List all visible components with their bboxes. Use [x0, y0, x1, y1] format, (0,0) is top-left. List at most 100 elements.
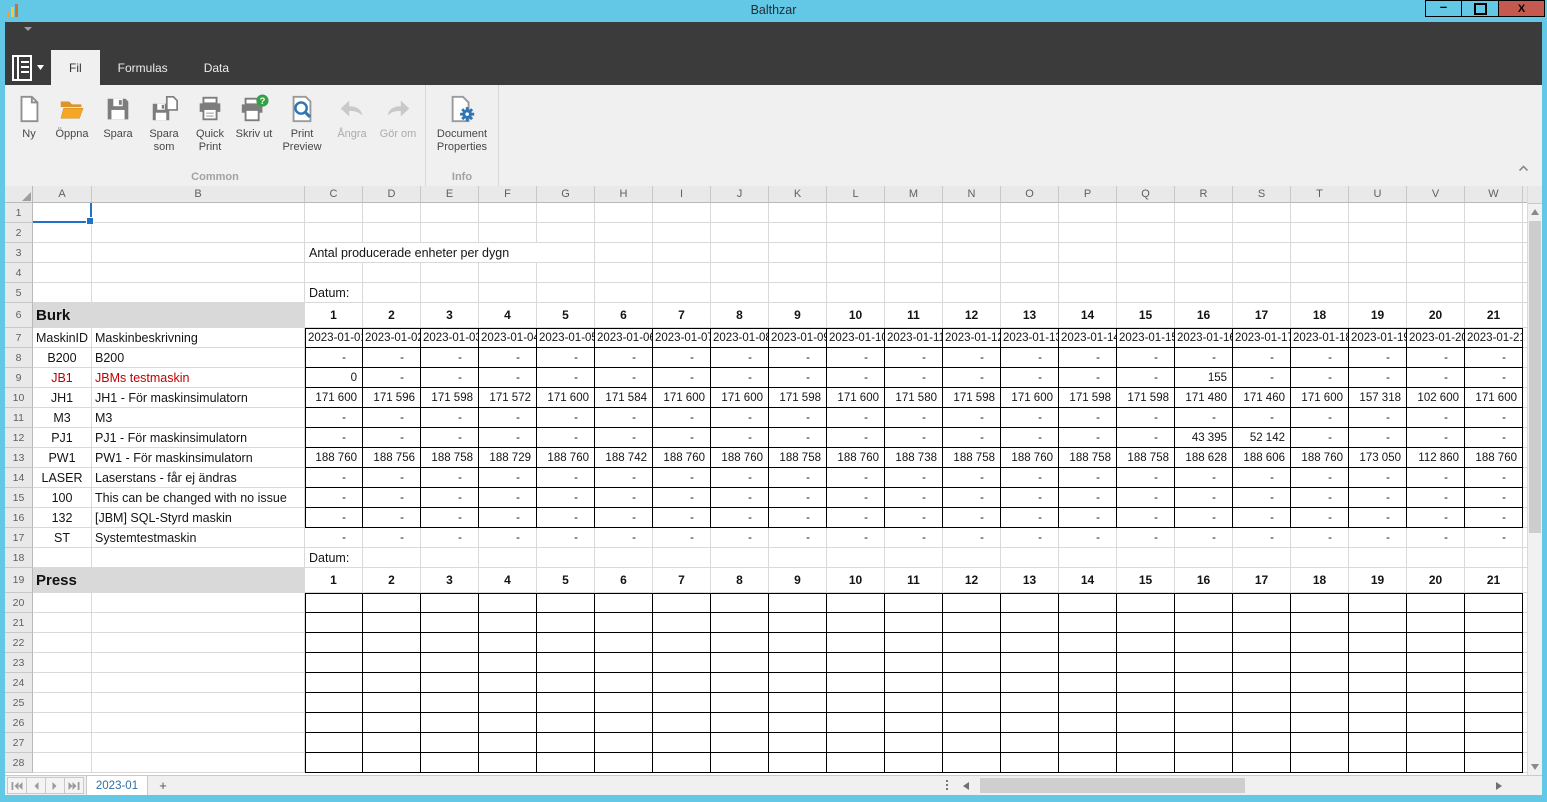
value-cell[interactable]: - [363, 508, 421, 528]
cell[interactable] [653, 733, 711, 753]
value-cell[interactable]: - [537, 508, 595, 528]
value-cell[interactable]: 188 760 [537, 448, 595, 468]
value-cell[interactable]: - [421, 528, 479, 548]
cell[interactable] [711, 693, 769, 713]
cell[interactable] [421, 593, 479, 613]
cell[interactable] [537, 593, 595, 613]
value-cell[interactable]: - [363, 348, 421, 368]
value-cell[interactable]: - [537, 348, 595, 368]
cell[interactable] [1291, 693, 1349, 713]
value-cell[interactable]: - [1349, 368, 1407, 388]
cell[interactable] [421, 633, 479, 653]
cell[interactable] [711, 263, 769, 283]
value-cell[interactable]: - [827, 368, 885, 388]
value-cell[interactable]: - [1291, 488, 1349, 508]
value-cell[interactable]: - [421, 368, 479, 388]
cell[interactable]: JH1 - För maskinsimulatorn [92, 388, 305, 408]
cell[interactable] [421, 673, 479, 693]
day-number-cell[interactable]: 9 [769, 568, 827, 593]
value-cell[interactable]: - [363, 468, 421, 488]
day-number-cell[interactable]: 5 [537, 568, 595, 593]
cell[interactable] [827, 613, 885, 633]
date-cell[interactable]: 2023-01-18 [1291, 328, 1349, 348]
value-cell[interactable]: - [1001, 468, 1059, 488]
value-cell[interactable]: - [1465, 508, 1523, 528]
cell[interactable] [1001, 283, 1059, 303]
day-number-cell[interactable]: 16 [1175, 303, 1233, 328]
cell[interactable] [653, 223, 711, 243]
value-cell[interactable]: - [1349, 488, 1407, 508]
row-header-1[interactable]: 1 [5, 203, 33, 223]
row-header-14[interactable]: 14 [5, 468, 33, 488]
cell[interactable] [1117, 633, 1175, 653]
sheet-tab-2023-01[interactable]: 2023-01 [86, 776, 148, 795]
cell[interactable] [827, 263, 885, 283]
cell[interactable] [421, 263, 479, 283]
value-cell[interactable]: - [1059, 368, 1117, 388]
cell[interactable] [1175, 283, 1233, 303]
cell[interactable] [33, 653, 92, 673]
value-cell[interactable]: - [1175, 468, 1233, 488]
value-cell[interactable]: 171 600 [1291, 388, 1349, 408]
cell[interactable] [827, 548, 885, 568]
cell[interactable] [1407, 753, 1465, 773]
cell[interactable] [653, 263, 711, 283]
value-cell[interactable]: - [363, 408, 421, 428]
value-cell[interactable]: - [1407, 368, 1465, 388]
row-header-27[interactable]: 27 [5, 733, 33, 753]
value-cell[interactable]: - [1407, 348, 1465, 368]
cell[interactable] [711, 673, 769, 693]
cell[interactable] [479, 713, 537, 733]
value-cell[interactable]: 171 480 [1175, 388, 1233, 408]
cell[interactable] [1233, 673, 1291, 693]
cell[interactable]: PJ1 [33, 428, 92, 448]
cell[interactable] [1465, 673, 1523, 693]
cell[interactable]: JB1 [33, 368, 92, 388]
value-cell[interactable]: - [421, 428, 479, 448]
cell[interactable] [943, 203, 1001, 223]
cell[interactable] [1233, 613, 1291, 633]
day-number-cell[interactable]: 2 [363, 568, 421, 593]
cell[interactable] [92, 223, 305, 243]
cell[interactable] [92, 593, 305, 613]
cell[interactable] [1001, 753, 1059, 773]
day-number-cell[interactable]: 2 [363, 303, 421, 328]
cell[interactable] [711, 733, 769, 753]
day-number-cell[interactable]: 11 [885, 303, 943, 328]
cell[interactable] [1233, 633, 1291, 653]
cell[interactable] [711, 548, 769, 568]
cell[interactable] [1233, 753, 1291, 773]
date-cell[interactable]: 2023-01-01 [305, 328, 363, 348]
cell[interactable] [421, 733, 479, 753]
cell[interactable] [653, 283, 711, 303]
cell[interactable] [827, 693, 885, 713]
value-cell[interactable]: - [885, 508, 943, 528]
day-number-cell[interactable]: 4 [479, 568, 537, 593]
value-cell[interactable]: - [1349, 428, 1407, 448]
value-cell[interactable]: - [711, 348, 769, 368]
day-number-cell[interactable]: 5 [537, 303, 595, 328]
cell[interactable] [1349, 713, 1407, 733]
value-cell[interactable]: 188 760 [1001, 448, 1059, 468]
cell[interactable] [1175, 613, 1233, 633]
value-cell[interactable]: - [885, 428, 943, 448]
tab-fil[interactable]: Fil [51, 50, 100, 85]
cell[interactable] [1465, 243, 1523, 263]
row-header-26[interactable]: 26 [5, 713, 33, 733]
cell[interactable] [1291, 633, 1349, 653]
value-cell[interactable]: - [305, 488, 363, 508]
cell[interactable] [33, 593, 92, 613]
row-header-23[interactable]: 23 [5, 653, 33, 673]
cell[interactable] [33, 693, 92, 713]
cell[interactable] [92, 673, 305, 693]
cell[interactable]: Maskinbeskrivning [92, 328, 305, 348]
cell[interactable] [1117, 653, 1175, 673]
cell[interactable] [885, 693, 943, 713]
cell[interactable] [653, 633, 711, 653]
document-properties-button[interactable]: Document Properties [430, 89, 494, 154]
cell[interactable] [421, 613, 479, 633]
cell[interactable] [1059, 243, 1117, 263]
value-cell[interactable]: - [943, 508, 1001, 528]
cell[interactable] [769, 633, 827, 653]
value-cell[interactable]: 188 760 [711, 448, 769, 468]
